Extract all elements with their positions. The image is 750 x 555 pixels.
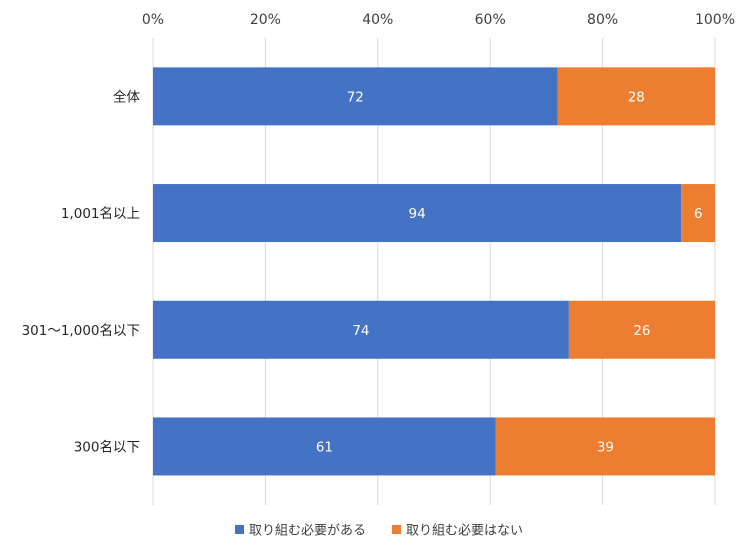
data-label: 74 — [352, 323, 369, 339]
data-label: 28 — [628, 89, 645, 105]
data-label: 72 — [347, 89, 364, 105]
x-tick-label: 20% — [250, 12, 281, 28]
bar-segment — [681, 184, 715, 243]
data-label: 26 — [633, 323, 650, 339]
bar-segment — [557, 67, 715, 126]
bar-segment — [153, 417, 496, 476]
legend-swatch — [392, 525, 402, 534]
category-label: 300名以下 — [74, 439, 140, 455]
bar-segment — [153, 300, 569, 359]
category-label: 301～1,000名以下 — [22, 323, 140, 339]
bar-segment — [495, 417, 715, 476]
bar-segment — [568, 300, 715, 359]
x-tick-label: 0% — [142, 12, 164, 28]
x-tick-label: 40% — [362, 12, 393, 28]
x-tick-label: 80% — [587, 12, 618, 28]
bar-segment — [153, 67, 558, 126]
data-label: 61 — [316, 439, 333, 455]
legend-label: 取り組む必要はない — [406, 524, 523, 539]
data-label: 94 — [409, 206, 426, 222]
category-label: 1,001名以上 — [61, 206, 140, 222]
x-tick-label: 60% — [475, 12, 506, 28]
legend-label: 取り組む必要がある — [249, 524, 366, 539]
x-tick-label: 100% — [695, 12, 735, 28]
data-label: 39 — [597, 439, 614, 455]
category-label: 全体 — [113, 88, 140, 105]
bar-segment — [153, 184, 682, 243]
data-label: 6 — [694, 206, 703, 222]
legend-swatch — [235, 525, 244, 534]
